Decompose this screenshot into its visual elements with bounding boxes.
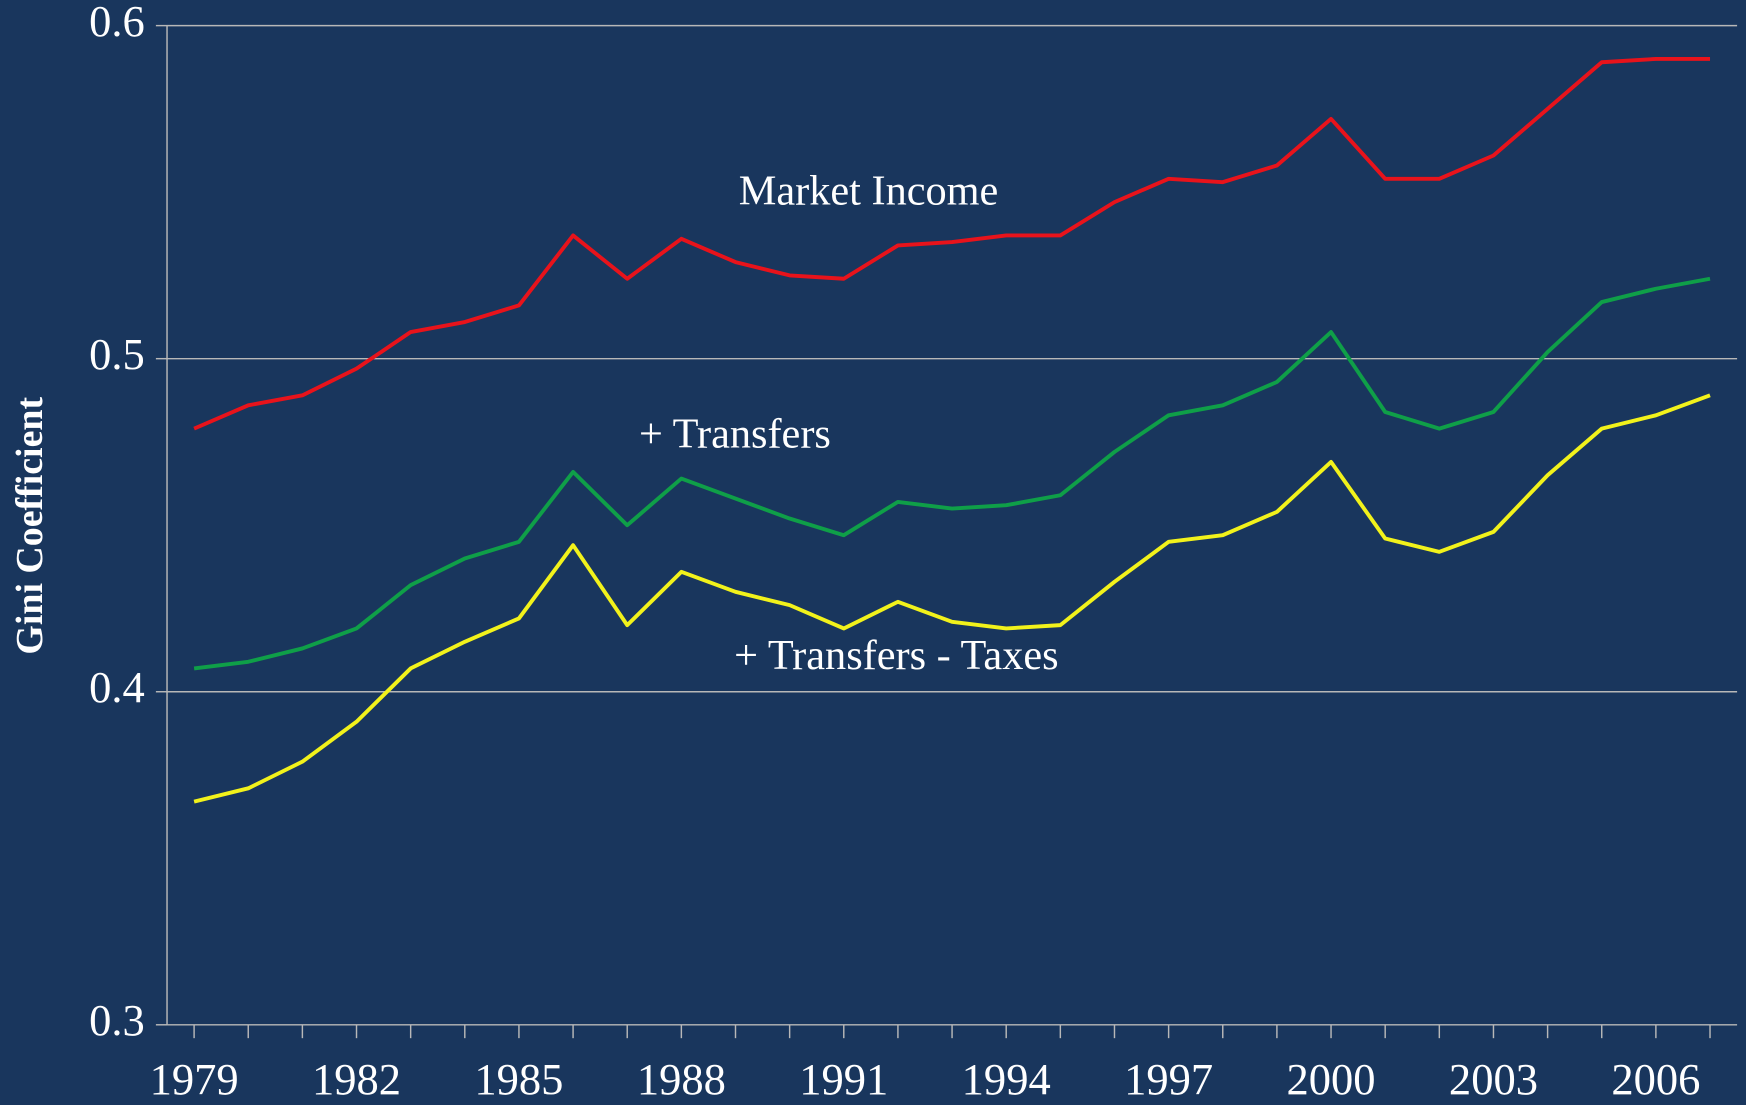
series-line (193, 276, 1711, 671)
y-tick-label: 0.5 (89, 329, 145, 379)
x-tick-label: 1985 (474, 1054, 563, 1104)
series-label: Market Income (739, 168, 999, 215)
x-tick-label: 1994 (962, 1054, 1051, 1104)
x-tick-label: 1991 (799, 1054, 888, 1104)
x-tick-label: 2003 (1449, 1054, 1538, 1104)
y-tick-label: 0.6 (89, 0, 145, 46)
x-tick-label: 1979 (150, 1054, 239, 1104)
x-tick-label: 1982 (312, 1054, 401, 1104)
x-tick-label: 1997 (1124, 1054, 1213, 1104)
x-tick-label: 2000 (1287, 1054, 1376, 1104)
y-tick-label: 0.3 (89, 995, 145, 1045)
y-tick-label: 0.4 (89, 662, 145, 712)
series-line (193, 393, 1711, 804)
x-tick-label: 1988 (637, 1054, 726, 1104)
x-tick-label: 2006 (1611, 1054, 1700, 1104)
series-label: + Transfers (639, 410, 831, 457)
series-line (193, 56, 1711, 431)
series-label: + Transfers - Taxes (734, 632, 1058, 679)
y-axis-label: Gini Coefficient (9, 397, 51, 655)
